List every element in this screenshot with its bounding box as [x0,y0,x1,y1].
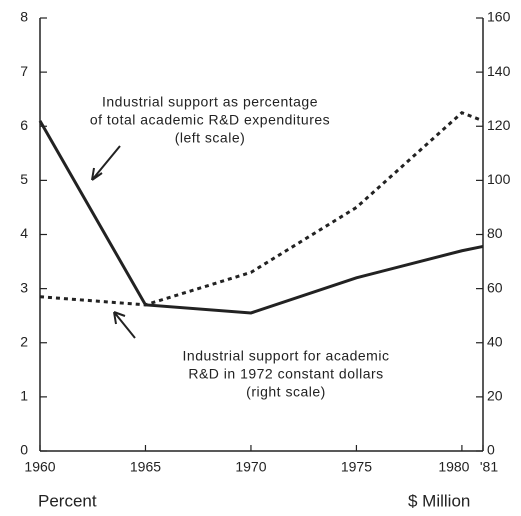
y2-tick-label: 100 [487,171,511,187]
x-tick-label: 1980 [438,459,469,475]
y2-tick-label: 20 [487,388,503,404]
y-tick-label: 3 [20,279,28,295]
y-tick-label: 1 [20,388,28,404]
y2-tick-label: 80 [487,225,503,241]
annotation-line: Industrial support as percentage [102,94,318,110]
annotation-left: Industrial support as percentage of total… [90,94,330,146]
y-tick-label: 6 [20,117,28,133]
y2-tick-label: 60 [487,279,503,295]
x-tick-label: '81 [480,459,498,475]
annotation-line: Industrial support for academic [183,348,390,364]
y2-tick-label: 0 [487,442,495,458]
x-tick-label: 1960 [24,459,55,475]
y2-tick-label: 160 [487,9,511,25]
annotation-line: R&D in 1972 constant dollars [188,366,383,382]
y2-tick-label: 140 [487,63,511,79]
annotation-line: of total academic R&D expenditures [90,112,330,128]
y-tick-label: 8 [20,9,28,25]
y2-axis-label: $ Million [408,491,470,510]
y2-tick-label: 40 [487,333,503,349]
annotation-right: Industrial support for academic R&D in 19… [183,348,390,400]
y2-tick-label: 120 [487,117,511,133]
x-tick-label: 1965 [130,459,161,475]
x-tick-label: 1975 [341,459,372,475]
annotation-line: (right scale) [246,384,326,400]
y-tick-label: 5 [20,171,28,187]
y-axis-label: Percent [38,491,97,510]
y-tick-label: 0 [20,442,28,458]
arrow [113,311,136,339]
line-series [39,110,484,307]
y-tick-label: 7 [20,63,28,79]
annotation-line: (left scale) [175,130,246,146]
y-tick-label: 2 [20,333,28,349]
x-tick-label: 1970 [235,459,266,475]
arrow [91,145,121,181]
line-series [38,120,484,315]
y-tick-label: 4 [20,225,28,241]
